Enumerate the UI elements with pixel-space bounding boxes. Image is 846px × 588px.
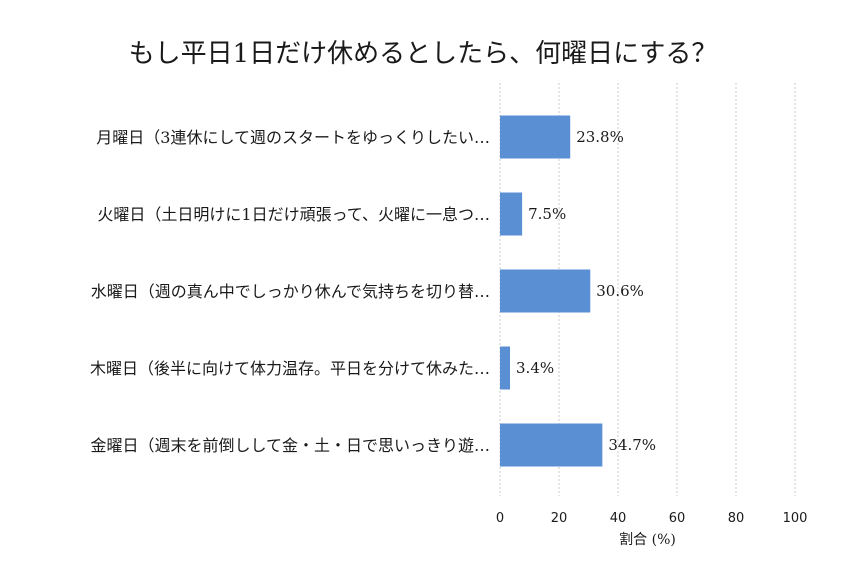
- category-label: 金曜日（週末を前倒しして金・土・日で思いっきり遊…: [90, 436, 490, 455]
- category-label: 水曜日（週の真ん中でしっかり休んで気持ちを切り替…: [91, 282, 490, 301]
- bar: [500, 115, 571, 159]
- bar-layer: [500, 115, 603, 467]
- x-axis-label: 割合 (%): [619, 531, 676, 548]
- x-tick-label: 40: [610, 511, 627, 526]
- value-label: 3.4%: [516, 359, 554, 377]
- chart-title: もし平日1日だけ休めるとしたら、何曜日にする？: [128, 39, 718, 69]
- x-tick-label: 0: [496, 511, 504, 526]
- value-label: 30.6%: [596, 282, 644, 300]
- category-label: 木曜日（後半に向けて体力温存。平日を分けて休みた…: [90, 359, 490, 378]
- x-tick-label: 60: [669, 511, 686, 526]
- category-label: 月曜日（3連休にして週のスタートをゆっくりしたい…: [96, 128, 490, 147]
- bar: [500, 269, 591, 313]
- bar: [500, 423, 603, 467]
- value-label: 7.5%: [528, 205, 566, 223]
- x-tick-label: 80: [728, 511, 745, 526]
- x-tick-label: 100: [783, 511, 808, 526]
- x-tick-label: 20: [551, 511, 568, 526]
- value-label: 23.8%: [576, 128, 624, 146]
- label-layer: 23.8% 月曜日（3連休にして週のスタートをゆっくりしたい… 7.5% 火曜日（土日…: [90, 128, 656, 455]
- tick-layer: 0 20 40 60 80 100: [496, 511, 808, 526]
- category-label: 火曜日（土日明けに1日だけ頑張って、火曜に一息つ…: [97, 205, 490, 224]
- bar: [500, 346, 511, 390]
- bar: [500, 192, 523, 236]
- value-label: 34.7%: [608, 436, 656, 454]
